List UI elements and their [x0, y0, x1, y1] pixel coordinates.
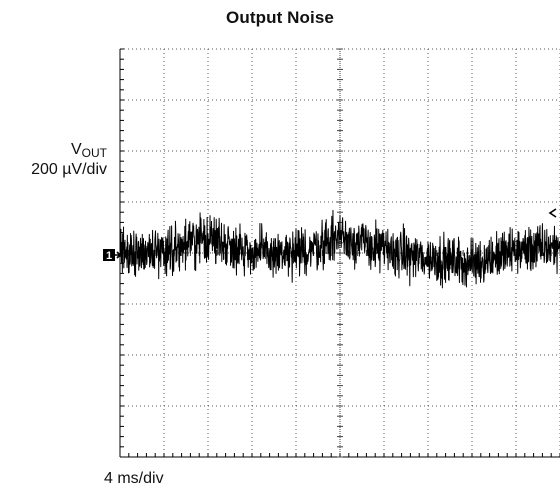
- channel-1-marker-label: 1: [106, 250, 112, 262]
- y-axis-label: VOUT: [71, 141, 107, 160]
- y-axis-scale-label: 200 µV/div: [31, 161, 107, 178]
- trigger-level-arrow-icon: [548, 208, 557, 218]
- x-axis-scale-label: 4 ms/div: [104, 470, 164, 487]
- chart-title: Output Noise: [226, 8, 334, 27]
- noise-trace: [119, 209, 560, 289]
- y-axis-label-main: V: [70, 141, 82, 158]
- y-axis-label-subscript: OUT: [81, 146, 107, 160]
- channel-1-marker: 1: [103, 249, 122, 262]
- channel-1-marker-box: [103, 249, 115, 261]
